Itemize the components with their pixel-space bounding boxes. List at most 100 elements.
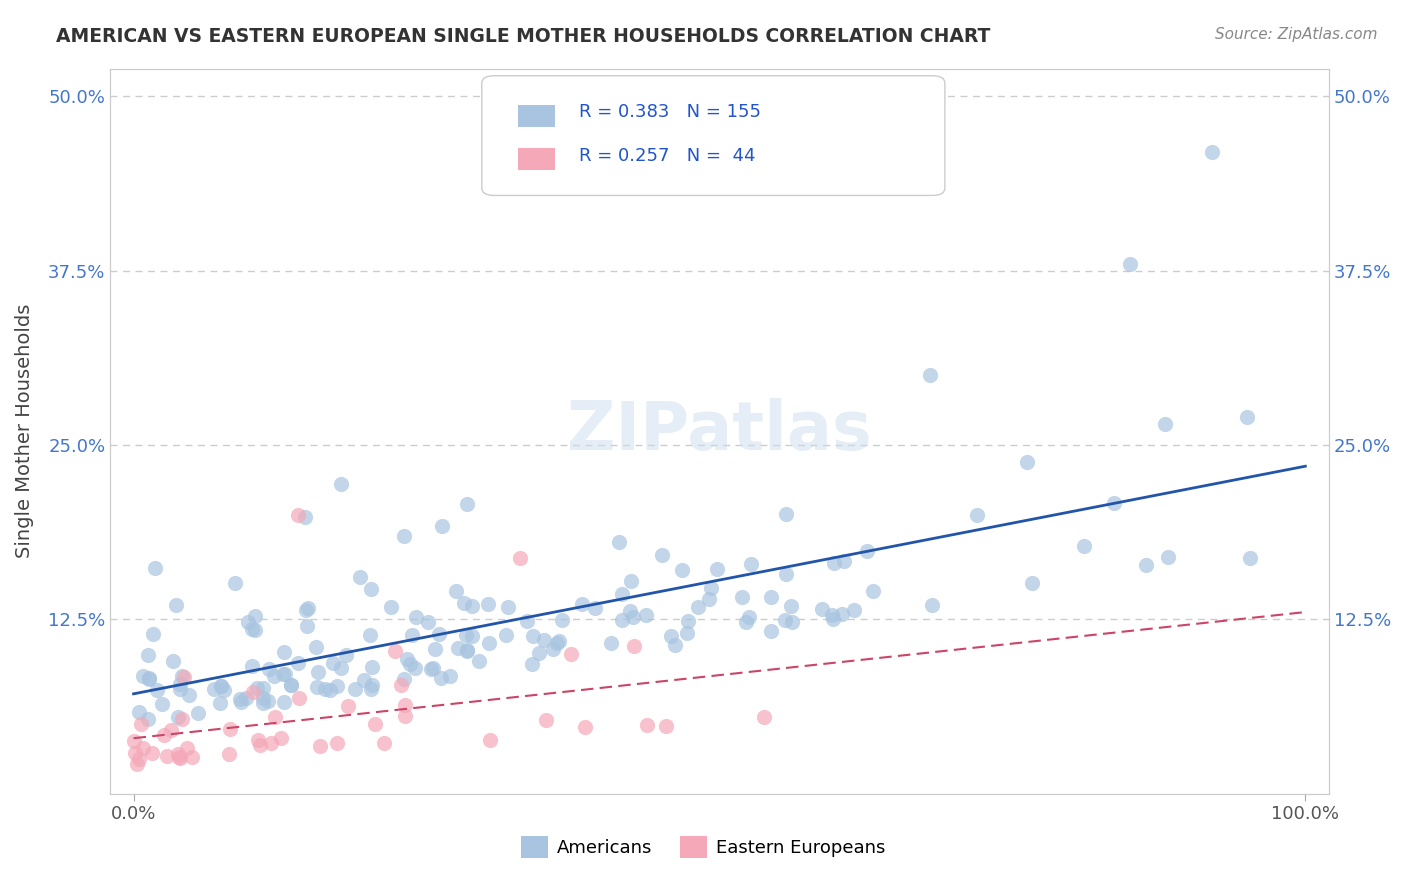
- Eastern Europeans: [173, 670, 195, 684]
- Eastern Europeans: [246, 732, 269, 747]
- Americans: [359, 628, 381, 642]
- Text: R = 0.383   N = 155: R = 0.383 N = 155: [579, 103, 761, 121]
- Americans: [401, 628, 423, 642]
- Eastern Europeans: [129, 717, 152, 731]
- Americans: [676, 614, 699, 628]
- Americans: [775, 566, 797, 581]
- Americans: [541, 642, 564, 657]
- Americans: [607, 535, 630, 549]
- Americans: [353, 673, 375, 687]
- Americans: [583, 601, 606, 615]
- Americans: [1236, 410, 1258, 425]
- Text: R = 0.257   N =  44: R = 0.257 N = 44: [579, 146, 756, 164]
- Americans: [571, 597, 593, 611]
- Americans: [344, 682, 367, 697]
- Americans: [399, 657, 422, 671]
- Americans: [209, 696, 232, 710]
- Americans: [238, 615, 260, 629]
- Americans: [325, 679, 347, 693]
- Eastern Europeans: [124, 746, 146, 760]
- Americans: [392, 529, 415, 543]
- Americans: [477, 598, 499, 612]
- Americans: [242, 659, 264, 673]
- Americans: [167, 710, 190, 724]
- Eastern Europeans: [509, 551, 531, 566]
- Americans: [145, 682, 167, 697]
- Americans: [240, 622, 263, 636]
- Americans: [456, 643, 478, 657]
- Americans: [651, 548, 673, 562]
- Eastern Europeans: [326, 736, 349, 750]
- Americans: [759, 624, 782, 638]
- Americans: [659, 629, 682, 643]
- Americans: [150, 698, 173, 712]
- Americans: [456, 642, 478, 657]
- Americans: [273, 696, 295, 710]
- Americans: [621, 609, 644, 624]
- Americans: [169, 677, 191, 691]
- FancyBboxPatch shape: [482, 76, 945, 195]
- Americans: [243, 624, 266, 638]
- Americans: [280, 678, 302, 692]
- Americans: [966, 508, 988, 522]
- Americans: [461, 629, 484, 643]
- Americans: [619, 604, 641, 618]
- Americans: [700, 582, 723, 596]
- Americans: [664, 638, 686, 652]
- Americans: [361, 678, 384, 692]
- Americans: [360, 582, 382, 596]
- Americans: [1153, 417, 1175, 431]
- Americans: [142, 627, 165, 641]
- Americans: [307, 665, 329, 679]
- Americans: [831, 607, 853, 621]
- Eastern Europeans: [218, 747, 240, 761]
- Americans: [773, 613, 796, 627]
- Americans: [361, 659, 384, 673]
- Americans: [330, 477, 353, 491]
- Eastern Europeans: [270, 731, 292, 745]
- Americans: [546, 636, 568, 650]
- Americans: [495, 628, 517, 642]
- Americans: [425, 641, 447, 656]
- Eastern Europeans: [264, 710, 287, 724]
- Eastern Europeans: [242, 685, 264, 699]
- Americans: [295, 603, 318, 617]
- Americans: [706, 562, 728, 576]
- Eastern Europeans: [132, 740, 155, 755]
- Americans: [297, 601, 319, 615]
- Eastern Europeans: [536, 713, 558, 727]
- Eastern Europeans: [308, 739, 330, 753]
- Eastern Europeans: [141, 746, 163, 760]
- Americans: [496, 600, 519, 615]
- Americans: [252, 681, 274, 695]
- Americans: [418, 615, 440, 629]
- Americans: [527, 646, 550, 660]
- Y-axis label: Single Mother Households: Single Mother Households: [15, 304, 34, 558]
- Americans: [780, 615, 803, 629]
- Eastern Europeans: [176, 740, 198, 755]
- Americans: [422, 661, 444, 675]
- Americans: [349, 570, 371, 584]
- Americans: [395, 652, 418, 666]
- Eastern Europeans: [384, 644, 406, 658]
- Americans: [1015, 455, 1038, 469]
- Americans: [179, 688, 201, 702]
- Americans: [314, 682, 336, 697]
- Eastern Europeans: [180, 749, 202, 764]
- Americans: [548, 634, 571, 648]
- Americans: [775, 507, 797, 521]
- Americans: [209, 679, 232, 693]
- Americans: [420, 662, 443, 676]
- Americans: [1073, 539, 1095, 553]
- Americans: [456, 497, 478, 511]
- Americans: [676, 625, 699, 640]
- Americans: [263, 669, 285, 683]
- Americans: [271, 667, 294, 681]
- Eastern Europeans: [623, 639, 645, 653]
- Eastern Europeans: [288, 690, 311, 705]
- Eastern Europeans: [336, 699, 359, 714]
- Americans: [132, 669, 155, 683]
- FancyBboxPatch shape: [519, 148, 555, 170]
- Eastern Europeans: [655, 719, 678, 733]
- Americans: [165, 598, 187, 612]
